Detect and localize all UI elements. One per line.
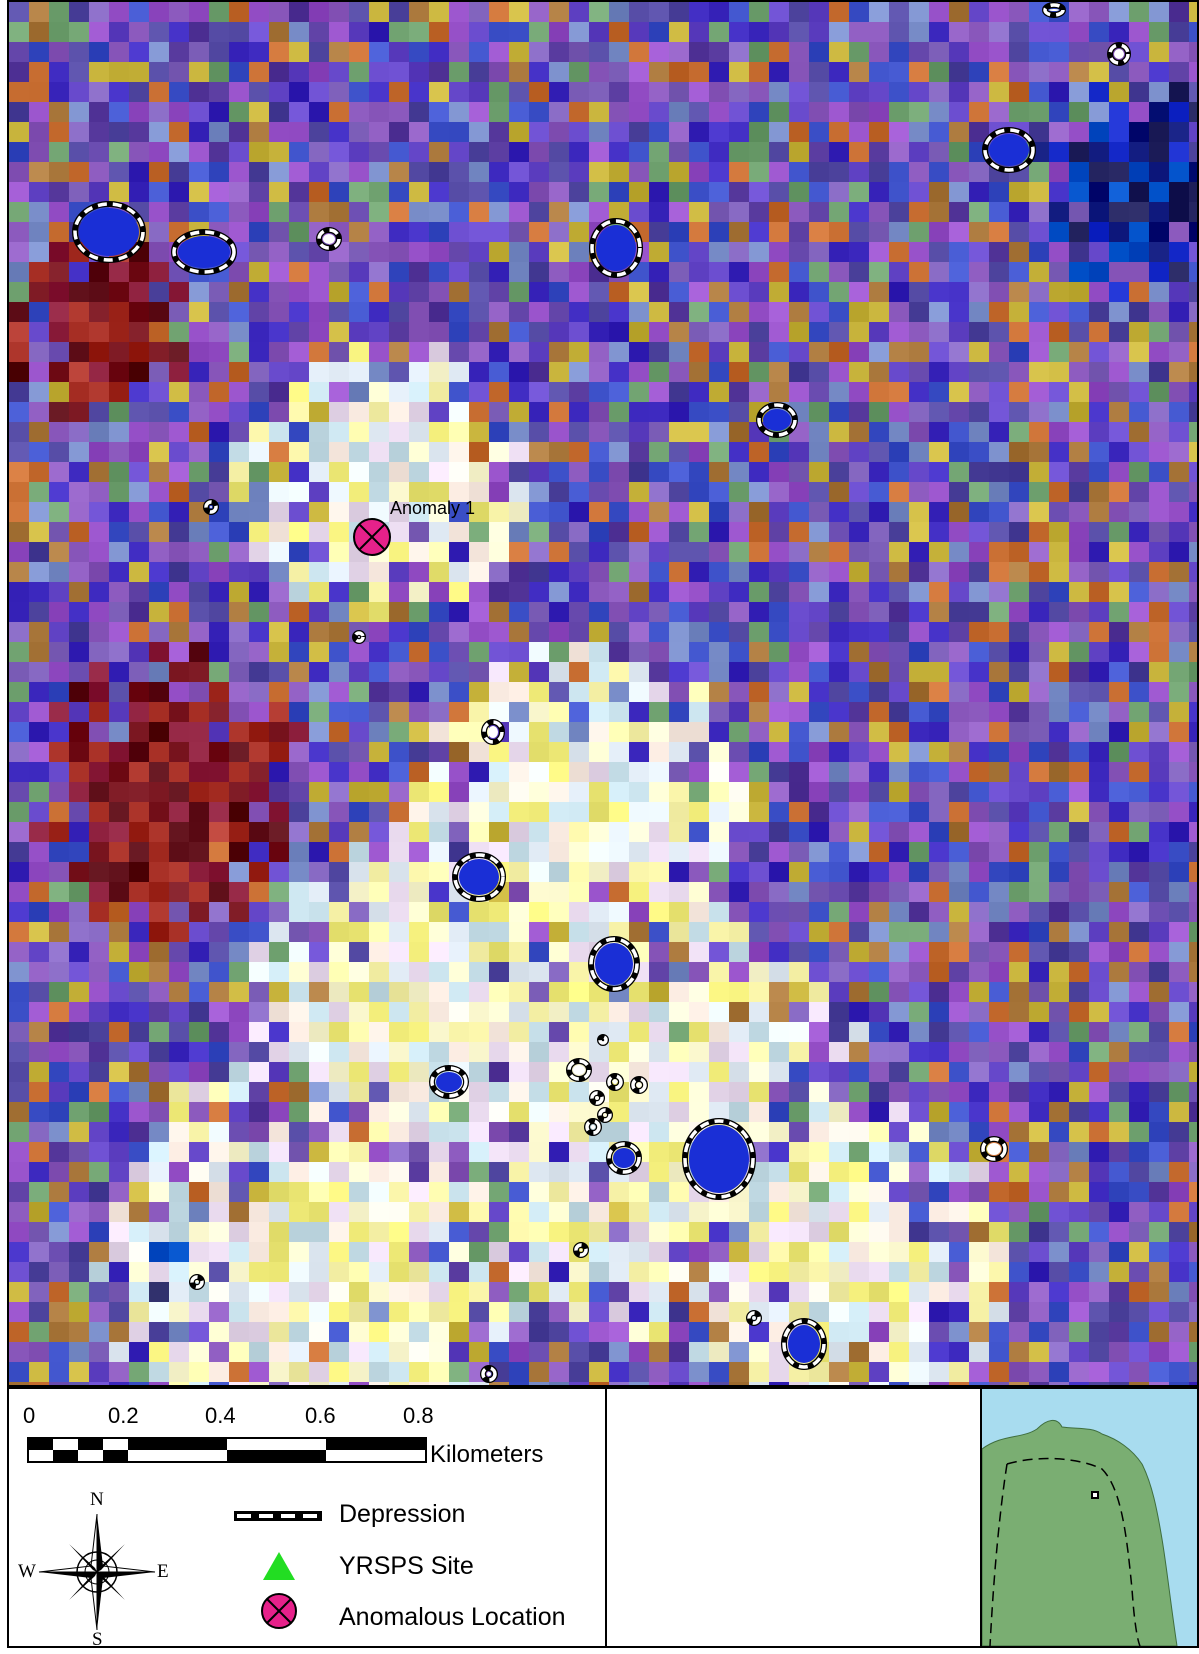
- legend-panel: 0 0.2 0.4 0.6 0.8 Kilometers: [7, 1387, 607, 1650]
- blank-panel: [605, 1387, 982, 1648]
- scale-tick-1: 0.2: [108, 1403, 139, 1428]
- anomaly-marker[interactable]: [353, 518, 391, 556]
- compass-south: S: [92, 1629, 103, 1650]
- legend-label-yrsps-site: YRSPS Site: [339, 1552, 474, 1580]
- inset-map: [980, 1387, 1199, 1648]
- inset-map-graphic: [982, 1420, 1197, 1646]
- pink-x-circle-icon: [261, 1593, 297, 1629]
- raster-image: Anomaly 1: [9, 2, 1197, 1385]
- scale-bar-graphic: [27, 1437, 427, 1463]
- north-arrow: N S E W: [17, 1489, 169, 1650]
- compass-west: W: [18, 1561, 36, 1582]
- compass-east: E: [157, 1561, 169, 1582]
- compass-rose-icon: [38, 1513, 156, 1631]
- map-canvas: Anomaly 1: [7, 0, 1199, 1387]
- anomaly-label: Anomaly 1: [390, 498, 475, 518]
- scale-tick-4: 0.8: [403, 1403, 434, 1428]
- pixel-raster: [9, 2, 1197, 1385]
- scale-tick-0: 0: [23, 1403, 36, 1428]
- legend-label-depression: Depression: [339, 1500, 466, 1528]
- scale-tick-2: 0.4: [205, 1403, 236, 1428]
- legend-label-anomalous-location: Anomalous Location: [339, 1603, 566, 1631]
- dashed-line-icon: [234, 1511, 322, 1521]
- green-triangle-icon: [263, 1552, 295, 1580]
- scale-tick-3: 0.6: [305, 1403, 336, 1428]
- depressions-layer: [72, 2, 1131, 1383]
- scale-units: Kilometers: [430, 1441, 544, 1468]
- compass-north: N: [90, 1489, 104, 1510]
